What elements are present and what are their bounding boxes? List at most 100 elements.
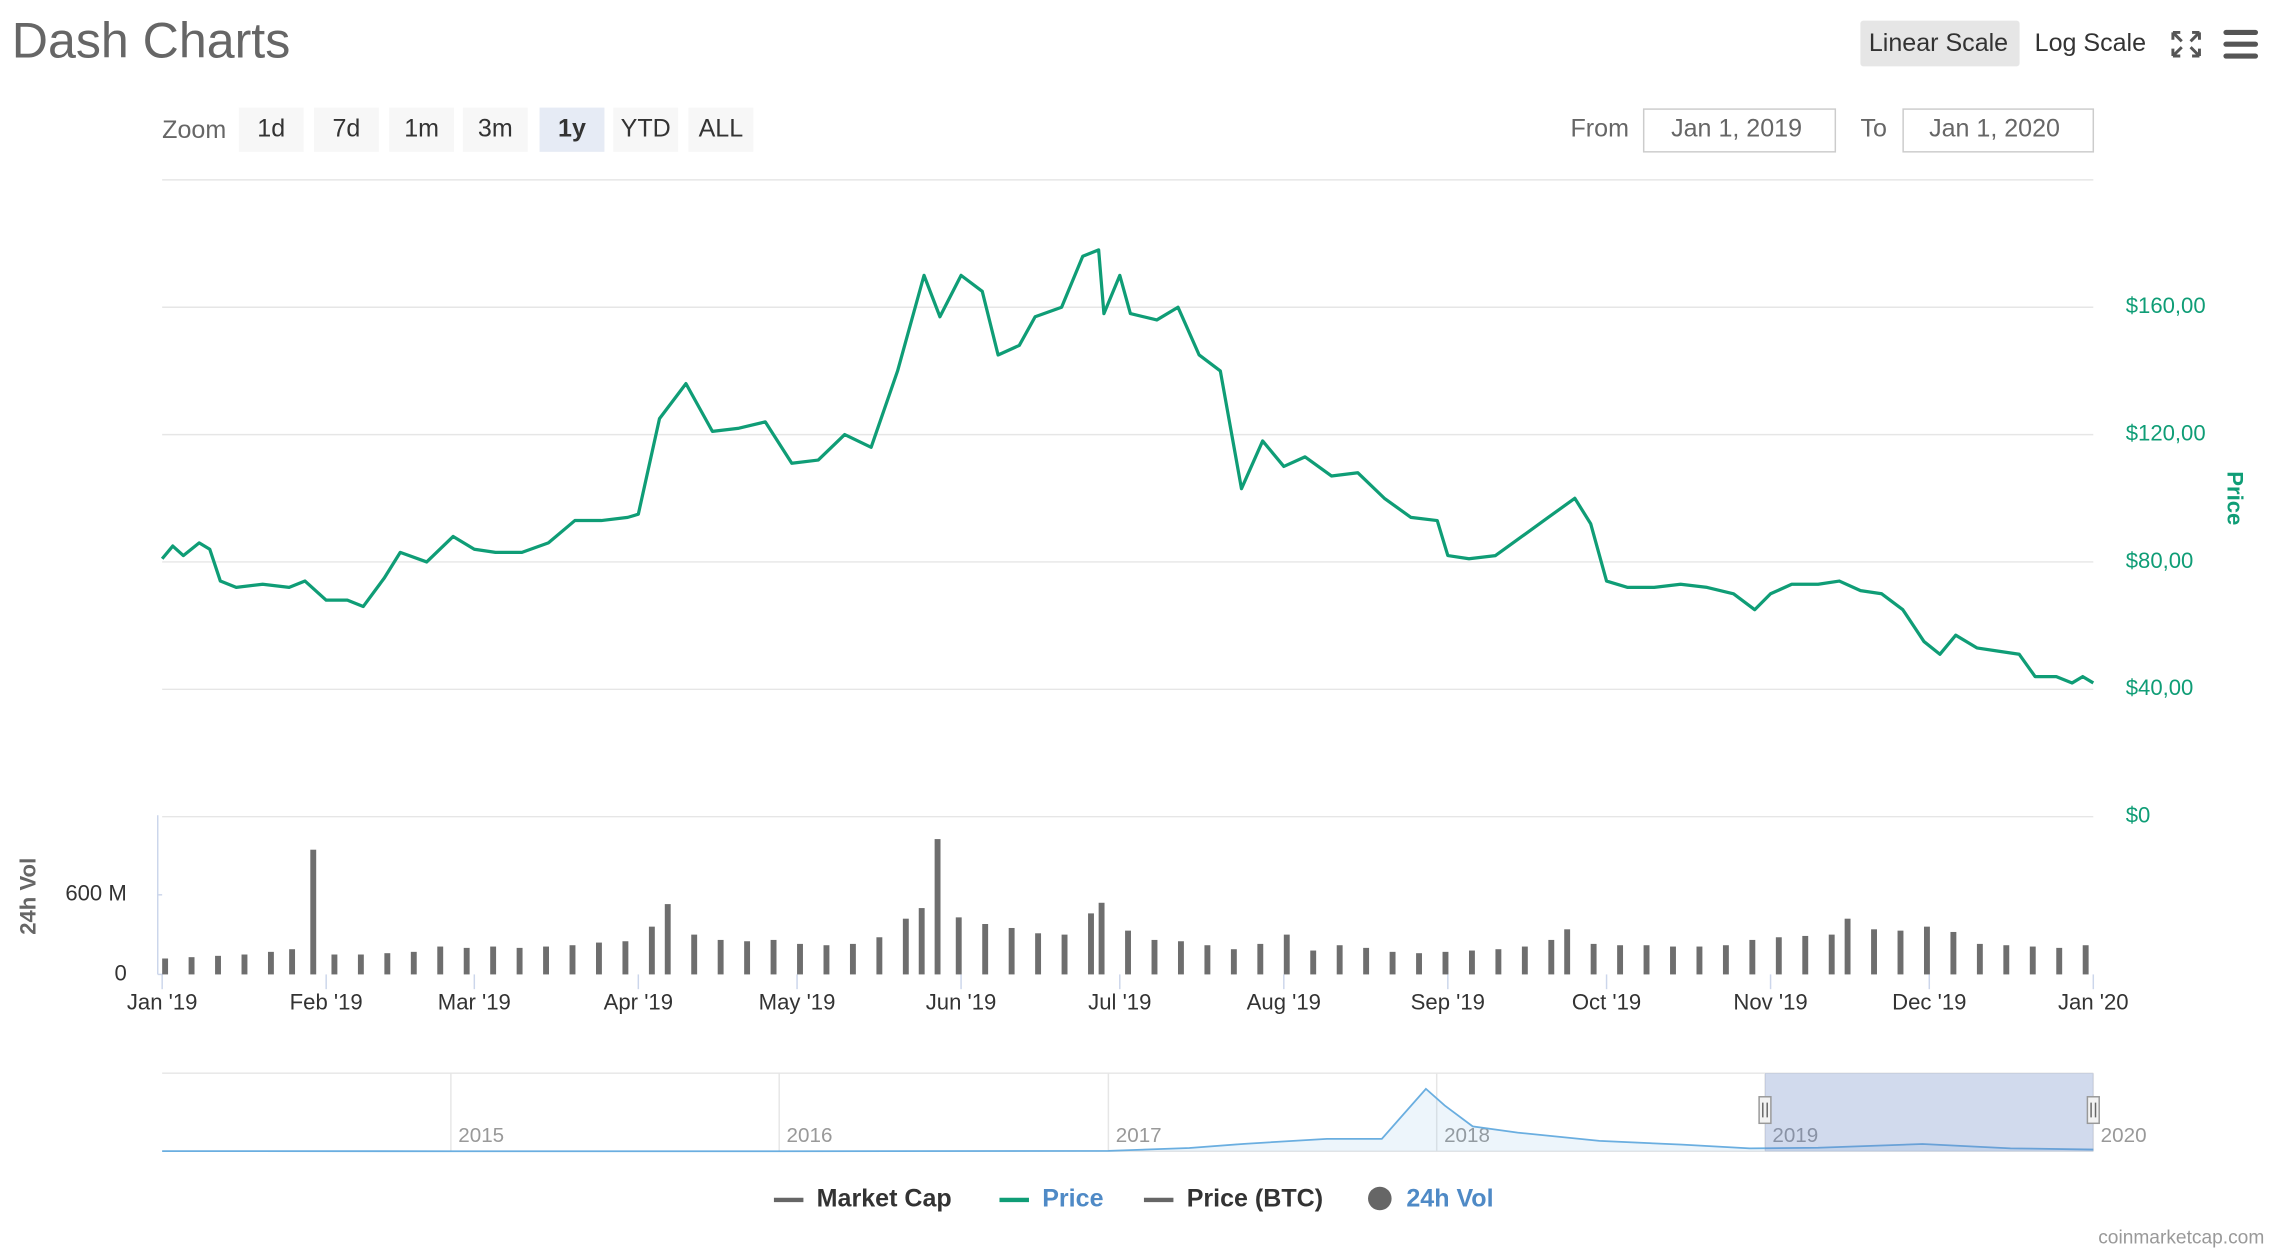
volume-bar	[331, 954, 338, 975]
x-tick-label: Dec '19	[1892, 990, 1966, 1015]
volume-bar	[1897, 930, 1904, 975]
scale-button[interactable]: Linear Scale	[1869, 29, 2008, 57]
x-tick-label: Jul '19	[1088, 990, 1151, 1015]
legend-label[interactable]: Market Cap	[817, 1185, 952, 1213]
volume-bar	[1950, 931, 1957, 975]
from-value: Jan 1, 2019	[1671, 114, 1802, 142]
volume-bar	[1802, 935, 1809, 975]
zoom-button[interactable]	[688, 107, 754, 152]
volume-bar	[1495, 949, 1502, 975]
volume-bar	[1976, 943, 1983, 975]
volume-bar	[1871, 929, 1877, 975]
navigator-handle[interactable]	[1758, 1096, 1772, 1125]
volume-bar	[310, 849, 317, 975]
legend-label[interactable]: Price (BTC)	[1187, 1185, 1323, 1213]
zoom-button-label[interactable]: 1d	[257, 114, 285, 142]
volume-bar	[1008, 927, 1015, 975]
navigator-selection[interactable]	[1765, 1073, 2094, 1152]
scale-button-bg[interactable]	[1860, 20, 2020, 67]
volume-bar	[162, 958, 169, 975]
x-tick-label: Oct '19	[1572, 990, 1641, 1015]
legend-symbol[interactable]	[1368, 1186, 1392, 1211]
zoom-button-label[interactable]: 1y	[558, 114, 586, 142]
to-input[interactable]	[1902, 108, 2095, 153]
volume-bar	[384, 953, 391, 975]
volume-bar	[1336, 945, 1343, 975]
navigator-tick-label: 2019	[1772, 1124, 1818, 1147]
zoom-button-label[interactable]: ALL	[699, 114, 744, 142]
volume-bar	[648, 926, 655, 975]
zoom-button[interactable]	[539, 107, 605, 152]
y-axis-title: Price	[2223, 471, 2248, 525]
zoom-button[interactable]	[313, 107, 379, 152]
zoom-button-label[interactable]: 3m	[478, 114, 513, 142]
zoom-button-label[interactable]: 7d	[332, 114, 360, 142]
volume-bar	[267, 951, 274, 975]
zoom-button[interactable]	[613, 107, 679, 152]
navigator-tick-label: 2016	[787, 1124, 833, 1147]
volume-bar	[902, 918, 909, 975]
volume-bar	[2003, 945, 2010, 975]
volume-bar	[876, 937, 883, 975]
to-label: To	[1860, 114, 1886, 142]
volume-bar	[823, 945, 830, 975]
legend-label[interactable]: Price	[1042, 1185, 1103, 1213]
volume-bar	[934, 839, 941, 975]
zoom-button[interactable]	[462, 107, 528, 152]
y-tick-label: $160,00	[2126, 293, 2206, 318]
volume-bar	[1643, 945, 1650, 975]
volume-bar	[1257, 943, 1264, 975]
zoom-button-label[interactable]: YTD	[621, 114, 671, 142]
volume-bar	[188, 957, 195, 975]
scale-button[interactable]: Log Scale	[2035, 29, 2146, 57]
x-tick-label: Apr '19	[604, 990, 673, 1015]
x-tick-label: Mar '19	[438, 990, 511, 1015]
price-line	[160, 248, 2095, 685]
y-tick-label: $80,00	[2126, 548, 2194, 573]
volume-bar	[1548, 939, 1555, 975]
x-tick-label: Jun '19	[926, 990, 997, 1015]
volume-bar	[1696, 946, 1703, 975]
y-tick-label: $0	[2126, 803, 2151, 828]
x-tick-label: Aug '19	[1247, 990, 1321, 1015]
volume-bar	[744, 941, 751, 975]
from-input[interactable]	[1642, 108, 1837, 153]
volume-bar	[1177, 941, 1184, 975]
y-tick-label: 600 M	[65, 881, 126, 906]
volume-bar	[1670, 946, 1676, 975]
fullscreen-icon[interactable]	[2171, 30, 2201, 58]
volume-bar	[1775, 937, 1782, 975]
navigator-tick-label: 2015	[458, 1124, 504, 1147]
volume-bar	[215, 955, 221, 975]
volume-bar	[1617, 945, 1624, 975]
volume-bar	[1564, 929, 1571, 975]
volume-bar	[1749, 939, 1756, 975]
y-axis-title: 24h Vol	[15, 858, 40, 935]
volume-bar	[1204, 945, 1211, 975]
navigator-line	[162, 1087, 2094, 1153]
menu-icon[interactable]	[2223, 29, 2259, 59]
volume-bar	[543, 946, 549, 975]
navigator-handle-grip	[1762, 1102, 1768, 1118]
x-tick-label: May '19	[759, 990, 836, 1015]
zoom-button-label[interactable]: 1m	[404, 114, 439, 142]
volume-bar	[1722, 945, 1729, 975]
navigator-handle[interactable]	[2086, 1096, 2100, 1125]
y-tick-label: 0	[114, 960, 126, 985]
volume-bar	[691, 934, 698, 975]
volume-bar	[1310, 950, 1317, 975]
page-title: Dash Charts	[12, 12, 291, 68]
y-tick-label: $120,00	[2126, 420, 2206, 445]
zoom-button[interactable]	[389, 107, 455, 152]
volume-bar	[1363, 947, 1370, 975]
volume-bar	[463, 947, 470, 975]
volume-bar	[516, 947, 523, 975]
legend-label[interactable]: 24h Vol	[1406, 1185, 1493, 1213]
from-label: From	[1571, 114, 1629, 142]
volume-bar	[1088, 913, 1094, 975]
credit: coinmarketcap.com	[2098, 1227, 2264, 1248]
x-tick-label: Jan '19	[127, 990, 198, 1015]
zoom-button[interactable]	[238, 107, 304, 152]
volume-bar	[2082, 945, 2089, 975]
x-tick-label: Sep '19	[1411, 990, 1485, 1015]
